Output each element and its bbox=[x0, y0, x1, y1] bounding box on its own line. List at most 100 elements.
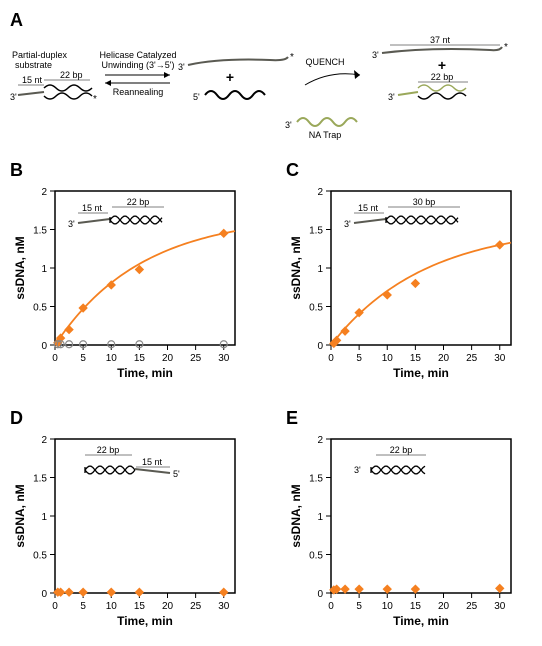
panel-e-label: E bbox=[286, 408, 532, 429]
svg-text:1: 1 bbox=[317, 512, 323, 523]
quench-arrow: QUENCH bbox=[305, 57, 360, 85]
svg-text:30: 30 bbox=[494, 353, 506, 364]
svg-text:25: 25 bbox=[466, 353, 478, 364]
charts-grid: B 00.511.52051015202530ssDNA, nMTime, mi… bbox=[10, 160, 532, 636]
svg-text:1: 1 bbox=[41, 264, 47, 275]
chart-d: 00.511.52051015202530ssDNA, nMTime, min2… bbox=[10, 431, 245, 631]
svg-text:0: 0 bbox=[328, 601, 334, 612]
svg-text:20: 20 bbox=[438, 601, 450, 612]
substrate-left: 15 nt 22 bp 3' * bbox=[10, 70, 97, 105]
products-final: 37 nt 3' * + 22 bp 3' bbox=[372, 35, 508, 102]
prime3-final-bottom: 3' bbox=[388, 92, 395, 102]
svg-text:30: 30 bbox=[218, 353, 230, 364]
arrow-top-text-2: Unwinding (3'→5') bbox=[102, 60, 175, 70]
svg-text:1: 1 bbox=[41, 512, 47, 523]
svg-text:5: 5 bbox=[356, 601, 362, 612]
duplex-label: 22 bp bbox=[60, 70, 83, 80]
svg-text:5: 5 bbox=[80, 601, 86, 612]
prime3-final-top: 3' bbox=[372, 50, 379, 60]
prime5-mid: 5' bbox=[193, 92, 200, 102]
svg-text:20: 20 bbox=[162, 601, 174, 612]
na-trap: 3' NA Trap bbox=[285, 118, 357, 140]
svg-text:30: 30 bbox=[218, 601, 230, 612]
svg-text:3': 3' bbox=[68, 219, 75, 229]
products-intermediate: 3' * + 5' bbox=[178, 52, 294, 102]
svg-text:Time, min: Time, min bbox=[393, 366, 449, 380]
svg-text:25: 25 bbox=[190, 601, 202, 612]
prime3-trap: 3' bbox=[285, 120, 292, 130]
svg-text:0: 0 bbox=[41, 341, 47, 352]
svg-text:1.5: 1.5 bbox=[309, 226, 323, 237]
substrate-text-1: Partial-duplex bbox=[12, 50, 68, 60]
plus-sign-2: + bbox=[438, 57, 446, 73]
svg-text:10: 10 bbox=[382, 353, 394, 364]
svg-text:15 nt: 15 nt bbox=[82, 203, 103, 213]
svg-text:ssDNA, nM: ssDNA, nM bbox=[13, 236, 27, 299]
svg-text:5': 5' bbox=[173, 469, 180, 479]
svg-text:0.5: 0.5 bbox=[33, 303, 47, 314]
svg-text:1.5: 1.5 bbox=[33, 226, 47, 237]
panel-e: E 00.511.52051015202530ssDNA, nMTime, mi… bbox=[286, 408, 532, 636]
svg-text:20: 20 bbox=[162, 353, 174, 364]
svg-text:0.5: 0.5 bbox=[309, 551, 323, 562]
svg-text:0: 0 bbox=[317, 589, 323, 600]
svg-text:ssDNA, nM: ssDNA, nM bbox=[289, 484, 303, 547]
svg-text:0.5: 0.5 bbox=[33, 551, 47, 562]
svg-text:22 bp: 22 bp bbox=[97, 445, 120, 455]
reaction-arrows: Helicase Catalyzed Unwinding (3'→5') Rea… bbox=[99, 50, 176, 97]
svg-text:1.5: 1.5 bbox=[33, 474, 47, 485]
svg-text:2: 2 bbox=[317, 187, 323, 198]
prime3-mid: 3' bbox=[178, 62, 185, 72]
svg-text:20: 20 bbox=[438, 353, 450, 364]
svg-text:ssDNA, nM: ssDNA, nM bbox=[289, 236, 303, 299]
svg-text:5: 5 bbox=[80, 353, 86, 364]
panel-a-diagram: Partial-duplex substrate 15 nt 22 bp 3' … bbox=[10, 10, 532, 140]
panel-c-label: C bbox=[286, 160, 532, 181]
asterisk-mid: * bbox=[290, 52, 294, 63]
panel-d: D 00.511.52051015202530ssDNA, nMTime, mi… bbox=[10, 408, 256, 636]
svg-text:15 nt: 15 nt bbox=[358, 203, 379, 213]
panel-a-label: A bbox=[10, 10, 23, 31]
chart-c: 00.511.52051015202530ssDNA, nMTime, min1… bbox=[286, 183, 521, 383]
svg-text:3': 3' bbox=[354, 465, 361, 475]
svg-text:Time, min: Time, min bbox=[117, 366, 173, 380]
panel-b-label: B bbox=[10, 160, 256, 181]
svg-text:0: 0 bbox=[52, 601, 58, 612]
substrate-text-2: substrate bbox=[15, 60, 52, 70]
svg-text:15 nt: 15 nt bbox=[142, 457, 163, 467]
chart-b: 00.511.52051015202530ssDNA, nMTime, min1… bbox=[10, 183, 245, 383]
arrow-bottom-text: Reannealing bbox=[113, 87, 164, 97]
svg-text:22 bp: 22 bp bbox=[390, 445, 413, 455]
svg-text:0: 0 bbox=[317, 341, 323, 352]
overhang-label: 15 nt bbox=[22, 75, 43, 85]
svg-text:Time, min: Time, min bbox=[393, 614, 449, 628]
svg-text:0: 0 bbox=[52, 353, 58, 364]
svg-text:30 bp: 30 bp bbox=[413, 197, 436, 207]
svg-text:2: 2 bbox=[41, 435, 47, 446]
svg-text:0.5: 0.5 bbox=[309, 303, 323, 314]
svg-text:10: 10 bbox=[382, 601, 394, 612]
svg-text:2: 2 bbox=[317, 435, 323, 446]
plus-sign-1: + bbox=[226, 69, 234, 85]
svg-text:5: 5 bbox=[356, 353, 362, 364]
svg-text:Time, min: Time, min bbox=[117, 614, 173, 628]
svg-text:0: 0 bbox=[328, 353, 334, 364]
svg-text:0: 0 bbox=[41, 589, 47, 600]
panel-c: C 00.511.52051015202530ssDNA, nMTime, mi… bbox=[286, 160, 532, 388]
svg-text:10: 10 bbox=[106, 601, 118, 612]
chart-e: 00.511.52051015202530ssDNA, nMTime, min2… bbox=[286, 431, 521, 631]
svg-text:15: 15 bbox=[410, 601, 422, 612]
svg-text:1: 1 bbox=[317, 264, 323, 275]
panel-d-label: D bbox=[10, 408, 256, 429]
svg-text:10: 10 bbox=[106, 353, 118, 364]
trap-label: NA Trap bbox=[309, 130, 342, 140]
svg-text:ssDNA, nM: ssDNA, nM bbox=[13, 484, 27, 547]
svg-text:1.5: 1.5 bbox=[309, 474, 323, 485]
svg-text:22 bp: 22 bp bbox=[127, 197, 150, 207]
panel-a: A Partial-duplex substrate 15 nt 22 bp 3… bbox=[10, 10, 532, 140]
asterisk-left: * bbox=[93, 94, 97, 105]
svg-text:3': 3' bbox=[344, 219, 351, 229]
panel-b: B 00.511.52051015202530ssDNA, nMTime, mi… bbox=[10, 160, 256, 388]
svg-text:15: 15 bbox=[134, 353, 146, 364]
svg-text:2: 2 bbox=[41, 187, 47, 198]
